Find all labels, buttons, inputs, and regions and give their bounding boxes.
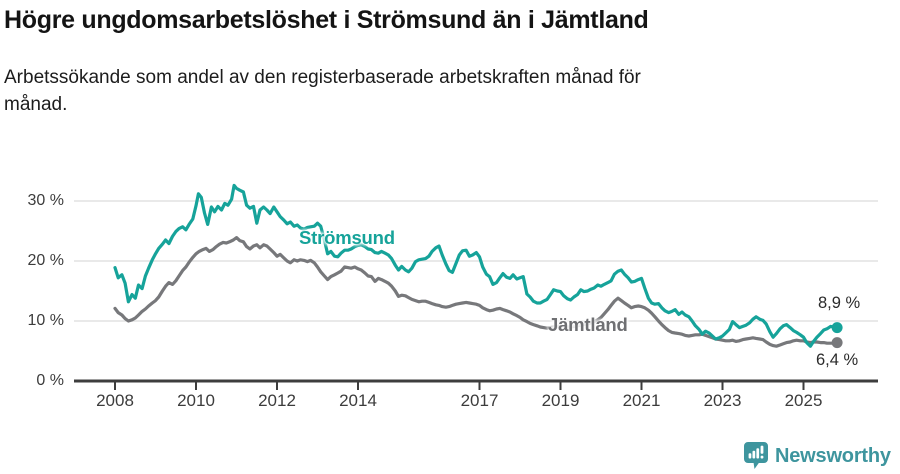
newsworthy-logo-text: Newsworthy [775, 444, 891, 467]
x-tick-label-2010: 2010 [177, 391, 215, 410]
series-lines [113, 183, 839, 348]
x-tick-label-2014: 2014 [339, 391, 377, 410]
y-tick-label-30: 30 % [27, 192, 64, 209]
x-tick-label-2025: 2025 [784, 391, 823, 410]
end-dot-jämtland [831, 337, 843, 349]
series-line-strömsund [113, 183, 839, 348]
x-tick-label-2019: 2019 [541, 391, 580, 410]
y-tick-label-10: 10 % [27, 312, 64, 329]
x-axis [74, 379, 878, 390]
x-tick-label-2023: 2023 [703, 391, 742, 410]
x-tick-label-2012: 2012 [258, 391, 296, 410]
end-dot-strömsund [831, 322, 843, 334]
x-tick-label-2017: 2017 [460, 391, 499, 410]
chart-subtitle: Arbetssökande som andel av den registerb… [4, 67, 641, 115]
newsworthy-logo[interactable]: Newsworthy [743, 441, 891, 470]
page-title: Högre ungdomsarbetslöshet i Strömsund än… [4, 6, 649, 34]
series-label-stromsund: Strömsund [299, 227, 395, 248]
newsworthy-logo-icon [744, 442, 768, 469]
end-value-label-stromsund: 8,9 % [818, 294, 861, 312]
end-value-label-jamtland: 6,4 % [816, 351, 859, 369]
y-tick-label-20: 20 % [27, 252, 64, 269]
series-label-jamtland: Jämtland [548, 314, 628, 335]
series-end-dots [831, 322, 843, 349]
x-tick-label-2021: 2021 [622, 391, 661, 410]
y-tick-label-0: 0 % [36, 372, 64, 389]
gridlines [74, 200, 878, 322]
x-tick-label-2008: 2008 [96, 391, 134, 410]
